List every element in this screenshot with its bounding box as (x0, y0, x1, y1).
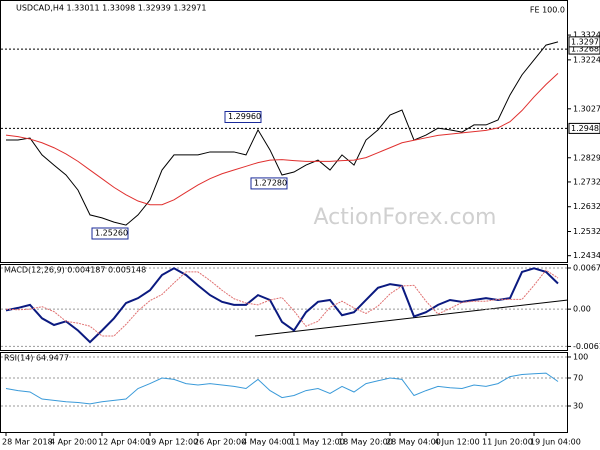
x-tick-label: 11 Jun 20:00 (482, 438, 533, 447)
watermark: ActionForex.com (314, 205, 497, 230)
y-tick-label: 70 (573, 373, 583, 382)
annotation-box (224, 110, 262, 123)
annotation-label: 1.29960 (228, 112, 261, 121)
series-line (5, 267, 559, 344)
y-tick-label: 0.00 (573, 305, 591, 314)
series-line (6, 41, 559, 226)
x-tick-label: 28 Mar 2018 (2, 438, 53, 447)
x-tick-label: 18 May 20:00 (338, 438, 393, 447)
y-tick-label: 1.25320 (573, 227, 600, 236)
rsi-pane (0, 352, 568, 433)
y-tick-label: 1.24345 (573, 251, 600, 260)
corner-label: FE 100.0 (530, 6, 565, 15)
x-tick-label: 26 Apr 20:00 (194, 438, 246, 447)
annotation-box (250, 177, 288, 190)
x-tick-label: 4 Apr 20:00 (50, 438, 97, 447)
series-line (5, 73, 559, 206)
y-tick-label: 30 (573, 402, 583, 411)
x-tick-label: 4 May 04:00 (242, 438, 292, 447)
x-tick-label: 4 Jun 12:00 (434, 438, 480, 447)
y-tick-label: 0.006745 (573, 263, 600, 272)
annotation-label: 1.25260 (95, 228, 128, 237)
level-label: 1.32680 (571, 45, 600, 54)
series-line (5, 372, 559, 405)
y-tick-label: 1.32245 (573, 55, 600, 64)
last-price-label: 1.32971 (571, 37, 600, 46)
y-tick-label: 100 (573, 352, 588, 361)
level-box (568, 122, 600, 134)
y-tick-label: 1.28295 (573, 153, 600, 162)
y-tick-label: 1.26320 (573, 202, 600, 211)
x-tick-label: 28 May 04:00 (386, 438, 441, 447)
y-tick-label: 1.27320 (573, 177, 600, 186)
x-tick-label: 12 Apr 04:00 (98, 438, 150, 447)
level-label: 1.29480 (571, 124, 600, 133)
y-tick-label: -0.006115 (573, 342, 600, 351)
last-price-box (568, 36, 600, 48)
price-title: USDCAD,H4 1.33011 1.33098 1.32939 1.3297… (16, 4, 206, 13)
x-tick-label: 19 Apr 12:00 (146, 438, 198, 447)
x-tick-label: 11 May 12:00 (290, 438, 345, 447)
series-line (5, 269, 559, 337)
annotation-box (91, 227, 129, 240)
y-tick-label: 1.33245 (573, 31, 600, 40)
y-tick-label: 1.30270 (573, 104, 600, 113)
annotation-label: 1.27280 (254, 178, 287, 187)
trend-line (254, 299, 569, 337)
x-tick-label: 19 Jun 04:00 (530, 438, 581, 447)
macd-title: MACD(12,26,9) 0.004187 0.005148 (4, 266, 146, 275)
rsi-title: RSI(14) 64.9477 (4, 354, 69, 363)
